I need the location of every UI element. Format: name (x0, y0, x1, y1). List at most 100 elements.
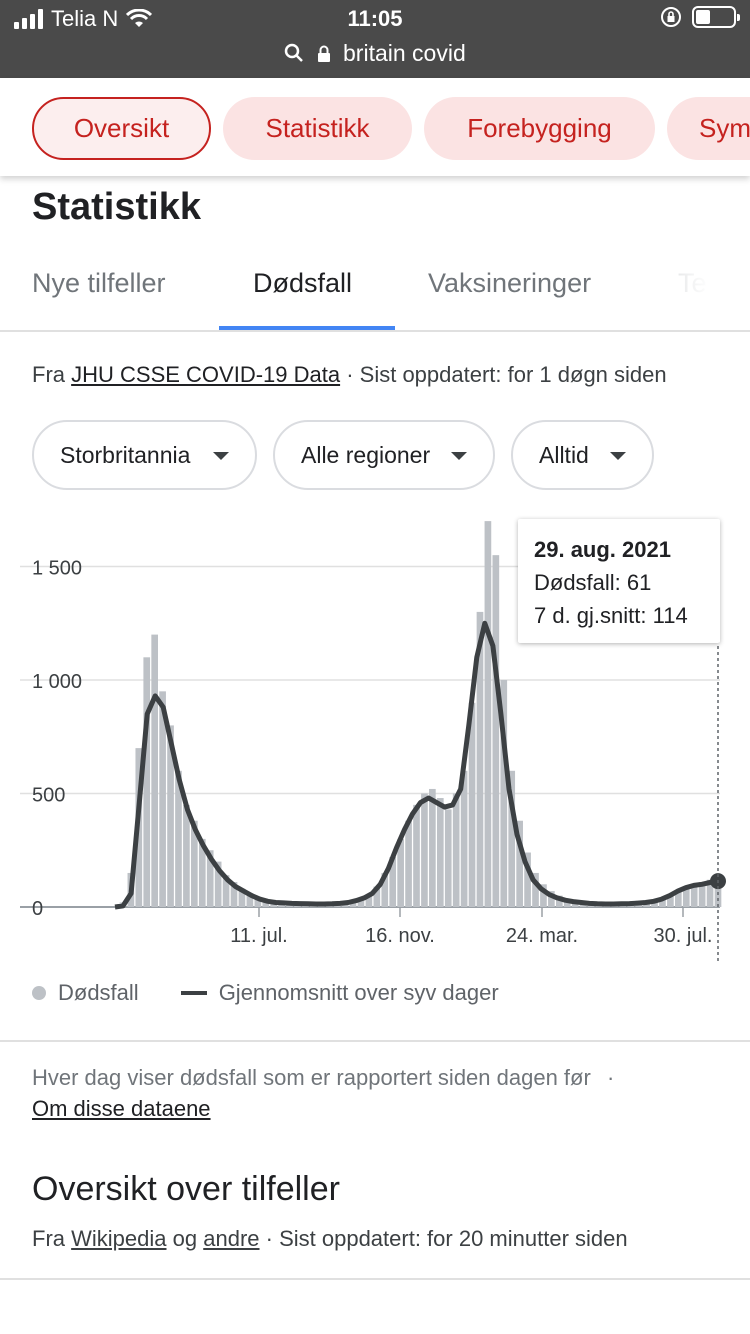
deaths-bar (436, 798, 444, 907)
country-dropdown[interactable]: Storbritannia (32, 420, 257, 490)
deaths-bar (183, 804, 190, 907)
legend-deaths: Dødsfall (58, 980, 139, 1005)
deaths-bar (405, 820, 412, 907)
chip-forebygging[interactable]: Forebygging (424, 97, 655, 160)
deaths-bar (659, 899, 666, 907)
tab-dodsfall[interactable]: Dødsfall (253, 268, 353, 298)
chip-symptomer[interactable]: Sym (667, 97, 750, 160)
deaths-bar (460, 770, 468, 907)
deaths-bar (500, 680, 508, 907)
deaths-bar (429, 788, 436, 907)
deaths-bar (381, 872, 389, 907)
about-data-link[interactable]: Om disse dataene (32, 1096, 211, 1121)
deaths-bar (230, 882, 238, 907)
deaths-bar (246, 893, 254, 907)
deaths-bar (175, 770, 182, 907)
source-prefix: Fra (32, 362, 65, 387)
dropdown-arrow-icon (213, 452, 229, 460)
source-link[interactable]: JHU CSSE COVID-19 Data (71, 362, 341, 387)
time-range-dropdown-label: Alltid (539, 441, 589, 468)
tab-fade (630, 258, 710, 318)
x-tick-label: 30. jul. (654, 925, 713, 947)
source-updated: · Sist oppdatert: for 1 døgn siden (346, 362, 667, 387)
deaths-bar (421, 793, 428, 907)
deaths-bar (532, 872, 539, 907)
status-bar: Telia N 11:05 britain covid (0, 0, 750, 78)
time-range-dropdown[interactable]: Alltid (511, 420, 654, 490)
tab-nye-tilfeller[interactable]: Nye tilfeller (32, 268, 166, 298)
wifi-icon (126, 9, 153, 27)
deaths-bar (468, 702, 476, 907)
clock: 11:05 (347, 6, 403, 31)
tooltip-deaths: Dødsfall: 61 (534, 570, 652, 595)
deaths-bar (238, 888, 246, 907)
deaths-bar (444, 809, 452, 907)
dropdown-arrow-icon (451, 452, 467, 460)
search-icon (284, 43, 304, 62)
deaths-bar (373, 886, 381, 907)
tab-vaksineringer[interactable]: Vaksineringer (428, 268, 592, 298)
others-link[interactable]: andre (203, 1226, 260, 1251)
x-tick-label: 16. nov. (365, 925, 435, 947)
deaths-bar (198, 838, 206, 907)
chip-statistikk[interactable]: Statistikk (223, 97, 412, 160)
carrier-group: Telia N (14, 6, 153, 32)
deaths-bar (452, 793, 460, 907)
overview-source-and: og (172, 1226, 198, 1251)
deaths-bar (206, 850, 214, 907)
signal-icon (14, 9, 43, 29)
deaths-bar (159, 691, 166, 907)
deaths-bar (365, 895, 373, 907)
deaths-bar (167, 725, 174, 907)
data-note: Hver dag viser dødsfall som er rapporter… (32, 1065, 615, 1121)
note-text: Hver dag viser dødsfall som er rapporter… (32, 1065, 591, 1090)
deaths-bar (191, 820, 198, 907)
wikipedia-link[interactable]: Wikipedia (71, 1226, 167, 1251)
divider (0, 1040, 750, 1042)
deaths-bar (508, 770, 516, 907)
tooltip-average: 7 d. gj.snitt: 114 (534, 603, 688, 628)
deaths-bar (674, 891, 682, 907)
x-tick-label: 11. jul. (230, 925, 287, 947)
deaths-bar (151, 634, 159, 907)
overview-source: Fra Wikipedia og andre · Sist oppdatert:… (32, 1226, 628, 1252)
y-tick-label: 0 (32, 898, 43, 920)
average-line (114, 620, 719, 910)
dropdown-arrow-icon (610, 452, 626, 460)
chip-oversikt[interactable]: Oversikt (32, 97, 211, 160)
deaths-bar (254, 896, 262, 907)
deaths-bar (524, 852, 531, 907)
chart-legend: Dødsfall Gjennomsnitt over syv dager (32, 980, 499, 1006)
deaths-bar (548, 891, 555, 907)
deaths-bar (476, 611, 484, 907)
deaths-bar (349, 901, 357, 907)
deaths-bar (143, 657, 151, 907)
deaths-bar (222, 875, 230, 907)
overview-source-updated: · Sist oppdatert: for 20 minutter siden (265, 1226, 628, 1251)
deaths-bar (667, 895, 674, 907)
deaths-bar (540, 884, 547, 907)
address-bar[interactable]: britain covid (0, 40, 750, 67)
y-tick-label: 1 500 (32, 558, 82, 580)
battery-icon (692, 6, 740, 28)
deaths-bar (492, 555, 500, 907)
deaths-bar (690, 884, 698, 907)
overview-source-prefix: Fra (32, 1226, 65, 1251)
deaths-bar (651, 901, 658, 907)
status-right (660, 6, 740, 28)
deaths-bar (397, 838, 404, 907)
tooltip-date: 29. aug. 2021 (534, 537, 671, 562)
active-tab-indicator (219, 326, 395, 330)
y-tick-label: 1 000 (32, 671, 82, 693)
legend-dot-icon (32, 986, 46, 1000)
data-source: Fra JHU CSSE COVID-19 Data · Sist oppdat… (32, 362, 667, 388)
legend-line-icon (180, 991, 207, 995)
region-dropdown[interactable]: Alle regioner (273, 420, 495, 490)
deaths-bar (706, 879, 714, 907)
carrier-label: Telia N (51, 6, 119, 31)
chart-tooltip: 29. aug. 2021 Dødsfall: 61 7 d. gj.snitt… (518, 519, 720, 643)
page-title: Statistikk (32, 186, 201, 228)
lock-icon (317, 45, 330, 62)
y-tick-label: 500 (32, 785, 65, 807)
deaths-bar (555, 895, 563, 907)
